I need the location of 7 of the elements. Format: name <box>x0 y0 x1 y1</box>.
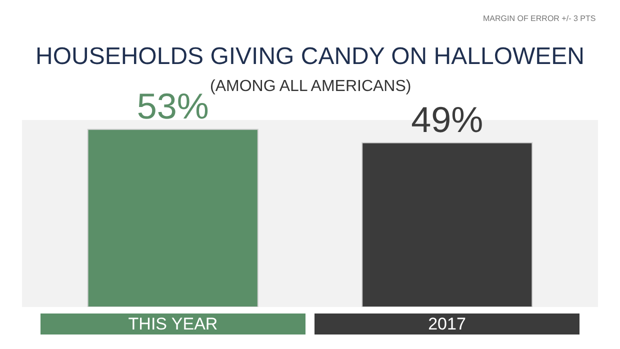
data-label: 49% <box>411 98 484 140</box>
chart-subtitle: (AMONG ALL AMERICANS) <box>210 78 412 95</box>
data-label: 53% <box>136 85 209 126</box>
x-tick-label: THIS YEAR <box>128 314 218 334</box>
text: MARGIN OF ERROR +/- 3 PTS <box>483 14 596 23</box>
chart-title: HOUSEHOLDS GIVING CANDY ON HALLOWEEN <box>36 43 584 70</box>
x-tick-label: 2017 <box>428 314 466 334</box>
